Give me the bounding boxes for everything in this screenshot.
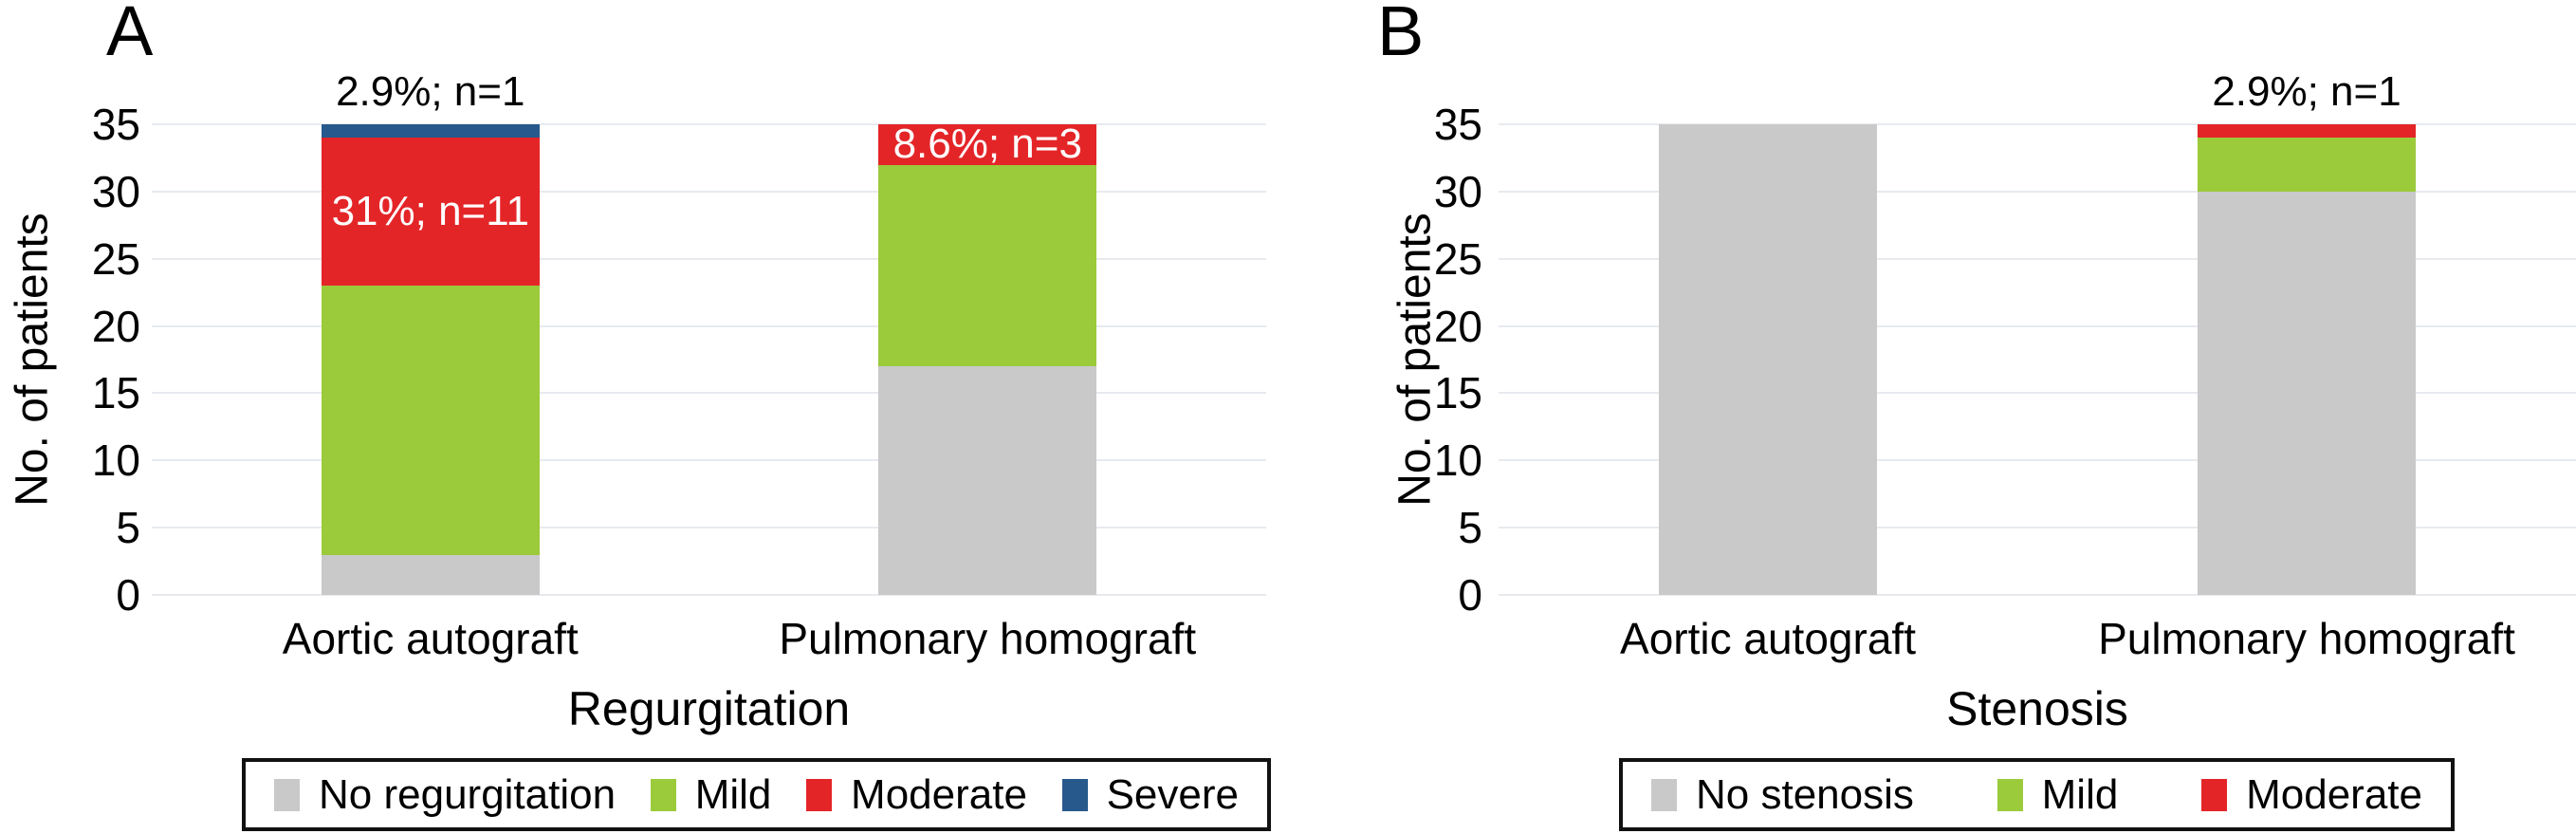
gridline <box>152 392 1266 395</box>
bar-segment-severe <box>321 124 540 139</box>
x-tick-label: Aortic autograft <box>1620 614 1916 663</box>
gridline <box>1499 123 2576 125</box>
bar-slot-aortic-autograft <box>1499 124 2037 595</box>
legend-item-mild: Mild <box>650 770 772 818</box>
y-tick-label: 15 <box>91 368 140 418</box>
legend-item-severe: Severe <box>1061 770 1239 818</box>
bar-segment-moderate <box>878 124 1097 165</box>
panel-stenosis: B No. of patients 0 5 10 15 20 25 30 35 2.9%; n… <box>1290 0 2576 834</box>
y-tick-label: 5 <box>116 503 140 553</box>
gridline <box>1499 392 2576 395</box>
bar-slot-pulmonary-homograft: 2.9%; n=1 <box>2037 71 2576 595</box>
legend-item-no-stenosis: No stenosis <box>1651 770 1914 818</box>
panel-letter-a: A <box>106 0 154 70</box>
y-tick-label: 5 <box>1458 503 1482 553</box>
x-axis-title: Regurgitation <box>567 682 851 735</box>
y-tick-label: 25 <box>91 233 140 284</box>
gridline <box>1499 190 2576 193</box>
x-axis-title: Stenosis <box>1946 682 2128 735</box>
x-tick-label: Pulmonary homograft <box>779 614 1197 663</box>
stacked-bar-pulmonary-homograft <box>2198 124 2416 595</box>
x-tick-label: Pulmonary homograft <box>2098 614 2515 663</box>
y-tick-label: 0 <box>116 570 140 620</box>
bar-annotation: 2.9%; n=1 <box>2212 68 2401 115</box>
y-tick-label: 30 <box>1433 166 1482 216</box>
y-tick-label: 15 <box>1433 368 1482 418</box>
gridline <box>1499 459 2576 462</box>
y-tick-label: 25 <box>1433 233 1482 284</box>
bar-segment-mild <box>878 164 1097 367</box>
gridline <box>152 190 1266 193</box>
legend-color-swatch <box>1996 778 2023 811</box>
legend-label: No regurgitation <box>319 770 616 818</box>
legend-color-swatch <box>1651 778 1677 811</box>
legend-label: Moderate <box>2246 770 2422 818</box>
y-tick-label: 10 <box>1433 436 1482 486</box>
x-tick-label: Aortic autograft <box>282 614 579 663</box>
y-tick-label: 35 <box>1433 100 1482 149</box>
legend-label: No stenosis <box>1696 770 1914 818</box>
y-tick-label: 20 <box>91 301 140 351</box>
stacked-bar-aortic-autograft <box>321 124 540 595</box>
bar-segment-moderate <box>2198 124 2416 139</box>
plot-area: 2.9%; n=1 <box>1499 71 2576 596</box>
x-axis-labels: Aortic autograft Pulmonary homograft <box>152 615 1266 663</box>
gridline <box>152 123 1266 125</box>
legend-item-moderate: Moderate <box>2201 770 2422 818</box>
legend-item-mild: Mild <box>1996 770 2119 818</box>
gridline <box>152 324 1266 327</box>
legend-item-moderate: Moderate <box>806 770 1027 818</box>
gridline <box>1499 594 2576 596</box>
y-tick-label: 10 <box>91 436 140 486</box>
legend-item-no-regurgitation: No regurgitation <box>274 770 616 818</box>
legend-color-swatch <box>2201 778 2228 811</box>
bar-segment-mild <box>321 286 540 555</box>
gridline <box>1499 324 2576 327</box>
bar-segment-mild <box>2198 138 2416 192</box>
gridline <box>1499 257 2576 260</box>
bar-slot-pulmonary-homograft: 8.6%; n=3 <box>709 120 1267 595</box>
plot-area: 2.9%; n=1 31%; n=11 8.6%; n=3 <box>152 71 1267 596</box>
legend-color-swatch <box>274 778 300 811</box>
y-tick-label: 20 <box>1433 301 1482 351</box>
y-tick-label: 30 <box>91 166 140 216</box>
gridline <box>152 594 1266 596</box>
bar-annotation: 8.6%; n=3 <box>892 120 1082 168</box>
legend-label: Mild <box>694 770 772 818</box>
gridline <box>1499 527 2576 529</box>
bar-segment-no-stenosis <box>2198 191 2416 595</box>
bar-segment-no-regurgitation <box>878 366 1097 595</box>
panel-letter-b: B <box>1377 0 1425 70</box>
y-axis-ticks: 0 5 10 15 20 25 30 35 <box>0 102 140 617</box>
legend-color-swatch <box>650 778 676 811</box>
legend-label: Severe <box>1106 770 1239 818</box>
y-tick-label: 35 <box>91 100 140 149</box>
gridline <box>152 257 1266 260</box>
bar-segment-no-stenosis <box>1659 124 1877 595</box>
y-axis-ticks: 0 5 10 15 20 25 30 35 <box>1290 102 1482 617</box>
legend: No stenosis Mild Moderate <box>1619 758 2455 831</box>
gridline <box>152 459 1266 462</box>
gridline <box>152 527 1266 529</box>
legend-color-swatch <box>806 778 833 811</box>
bar-slot-aortic-autograft: 2.9%; n=1 31%; n=11 <box>152 71 709 595</box>
panel-regurgitation: A No. of patients 0 5 10 15 20 25 30 35 2.9%; n… <box>0 0 1271 831</box>
legend-label: Mild <box>2041 770 2119 818</box>
bar-segment-no-regurgitation <box>321 554 540 595</box>
bar-annotation: 2.9%; n=1 <box>336 68 525 115</box>
y-tick-label: 0 <box>1458 570 1482 620</box>
legend-label: Moderate <box>851 770 1027 818</box>
stacked-bar-aortic-autograft <box>1659 124 1877 595</box>
stacked-bar-pulmonary-homograft <box>878 124 1097 595</box>
x-axis-labels: Aortic autograft Pulmonary homograft <box>1499 615 2576 663</box>
legend: No regurgitation Mild Moderate Severe <box>242 758 1271 831</box>
bar-segment-moderate <box>321 138 540 287</box>
bar-annotation: 31%; n=11 <box>331 188 529 235</box>
legend-color-swatch <box>1061 778 1088 811</box>
